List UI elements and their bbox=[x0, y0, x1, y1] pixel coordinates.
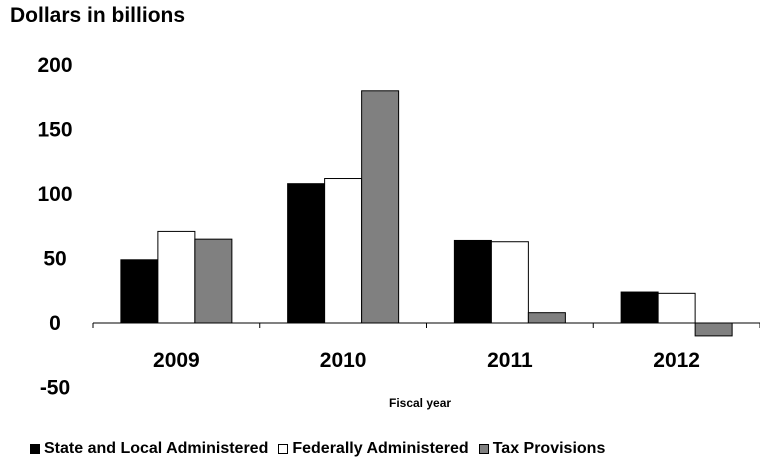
bar-tax-provisions-2011 bbox=[527, 312, 566, 324]
legend-swatch-tax bbox=[478, 444, 489, 454]
bar-federally-administered-2009 bbox=[157, 230, 196, 324]
legend-item-state-local: State and Local Administered bbox=[30, 440, 268, 458]
y-tick-label: 150 bbox=[37, 119, 72, 142]
x-tick-label: 2009 bbox=[153, 349, 200, 372]
legend-item-federal: Federally Administered bbox=[278, 440, 469, 458]
legend-item-tax: Tax Provisions bbox=[478, 440, 606, 458]
x-axis-label: Fiscal year bbox=[389, 396, 452, 410]
bar-tax-provisions-2012 bbox=[694, 322, 733, 337]
y-tick-label: 50 bbox=[43, 248, 66, 271]
x-tick-label: 2011 bbox=[487, 349, 533, 372]
legend-label-tax: Tax Provisions bbox=[492, 440, 606, 457]
bar-state-and-local-administered-2011 bbox=[453, 239, 492, 324]
y-axis-label: Dollars in billions bbox=[10, 4, 186, 27]
legend-label-federal: Federally Administered bbox=[292, 440, 469, 457]
bar-tax-provisions-2009 bbox=[194, 238, 233, 324]
y-tick-label: 0 bbox=[49, 312, 61, 335]
legend-label-state-local: State and Local Administered bbox=[44, 440, 269, 457]
bar-tax-provisions-2010 bbox=[361, 90, 400, 324]
bar-state-and-local-administered-2009 bbox=[120, 259, 159, 324]
y-tick-label: -50 bbox=[40, 377, 70, 400]
bar-state-and-local-administered-2010 bbox=[287, 183, 326, 324]
legend-swatch-state-local bbox=[30, 444, 40, 454]
y-tick-label: 200 bbox=[37, 54, 72, 77]
bar-federally-administered-2010 bbox=[324, 178, 363, 324]
bar-federally-administered-2011 bbox=[490, 241, 529, 324]
x-tick-label: 2012 bbox=[653, 349, 700, 372]
x-tick-label: 2010 bbox=[320, 349, 367, 372]
legend-swatch-federal bbox=[278, 444, 289, 454]
bar-federally-administered-2012 bbox=[657, 292, 696, 324]
legend: State and Local Administered Federally A… bbox=[30, 440, 615, 458]
y-tick-label: 100 bbox=[37, 183, 72, 206]
bar-state-and-local-administered-2012 bbox=[620, 291, 659, 324]
